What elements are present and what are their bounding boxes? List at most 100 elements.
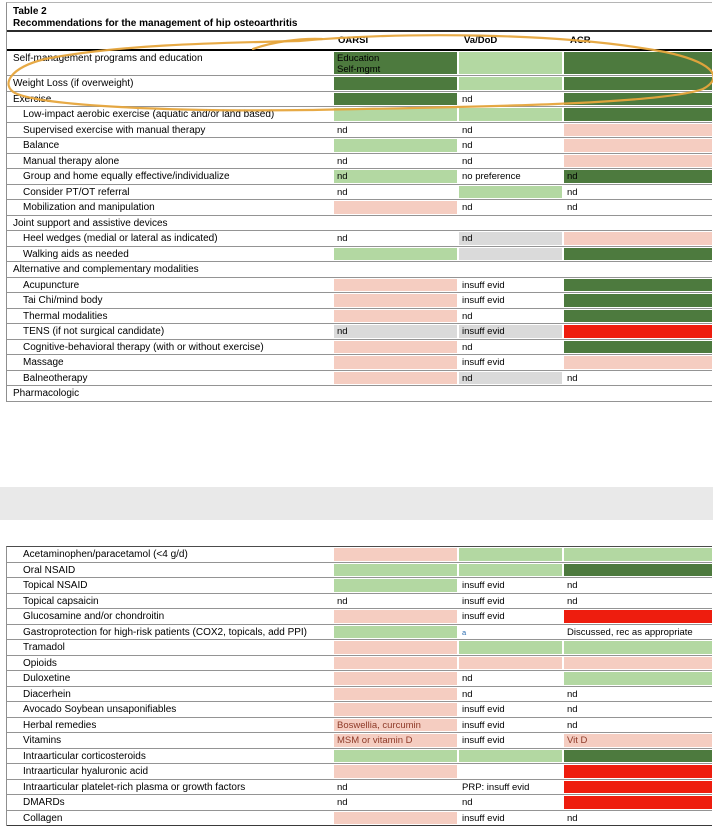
row-label: Consider PT/OT referral <box>23 186 130 198</box>
cell-vadod <box>459 247 562 260</box>
cell-oarsi <box>334 108 457 121</box>
row-label: Diacerhein <box>23 688 71 700</box>
column-header-row: OARSI Va/DoD ACR <box>7 32 712 51</box>
cell-acr <box>564 765 712 778</box>
cell-oarsi <box>334 749 457 762</box>
row-label: Walking aids as needed <box>23 248 129 260</box>
row-label: Herbal remedies <box>23 719 97 731</box>
cell-vadod: insuff evid <box>462 704 505 715</box>
section-row: Joint support and assistive devices <box>7 215 712 231</box>
cell-acr <box>564 278 712 291</box>
cell-vadod <box>459 217 562 230</box>
cell-oarsi <box>334 201 457 214</box>
table-row: Tai Chi/mind body insuff evid <box>7 293 712 309</box>
cell-oarsi: nd <box>337 124 348 136</box>
table-row: Self-management programs and education Ed… <box>7 51 712 76</box>
table-row: Intraarticular corticosteroids <box>7 748 712 764</box>
table-row: Cognitive-behavioral therapy (with or wi… <box>7 339 712 355</box>
row-label: Cognitive-behavioral therapy (with or wi… <box>23 341 264 353</box>
row-label: Thermal modalities <box>23 310 108 322</box>
cell-acr <box>564 154 712 167</box>
table-row: Balance nd <box>7 138 712 154</box>
cell-oarsi: MSM or vitamin D <box>334 734 457 747</box>
cell-acr <box>564 672 712 685</box>
row-label: Collagen <box>23 812 63 824</box>
cell-vadod: a <box>459 626 562 639</box>
cell-acr: nd <box>567 580 578 591</box>
cell-oarsi: Education Self-mgmt <box>334 52 457 74</box>
row-label: Supervised exercise with manual therapy <box>23 124 206 136</box>
cell-acr <box>564 92 712 105</box>
cell-oarsi <box>334 656 457 669</box>
cell-vadod <box>459 641 562 654</box>
cell-oarsi <box>334 672 457 685</box>
row-label: Topical NSAID <box>23 580 88 591</box>
cell-acr <box>564 108 712 121</box>
cell-acr: nd <box>567 812 578 824</box>
row-label: Alternative and complementary modalities <box>13 264 199 275</box>
table-row: Intraarticular hyaluronic acid <box>7 764 712 780</box>
cell-acr <box>564 309 712 322</box>
row-label: Avocado Soybean unsaponifiables <box>23 704 177 715</box>
cell-oarsi: nd <box>334 325 457 338</box>
row-label: Duloxetine <box>23 673 71 684</box>
cell-acr: Vit D <box>564 734 712 747</box>
row-label: Topical capsaicin <box>23 595 99 607</box>
cell-acr <box>564 217 712 230</box>
cell-acr: Discussed, rec as appropriate <box>567 626 693 638</box>
row-label: Glucosamine and/or chondroitin <box>23 611 165 622</box>
cell-oarsi <box>334 356 457 369</box>
column-header-oarsi: OARSI <box>338 35 369 46</box>
cell-oarsi <box>334 92 457 105</box>
cell-vadod: nd <box>462 140 473 151</box>
cell-acr <box>564 749 712 762</box>
table-row: DMARDs nd nd <box>7 795 712 811</box>
cell-acr: nd <box>567 372 578 384</box>
cell-acr <box>564 232 712 245</box>
table-row: Mobilization and manipulation nd nd <box>7 200 712 216</box>
cell-oarsi <box>334 765 457 778</box>
cell-oarsi <box>334 548 457 561</box>
cell-vadod: nd <box>462 341 473 353</box>
row-label: Intraarticular platelet-rich plasma or g… <box>23 781 246 793</box>
row-label: Tramadol <box>23 642 65 653</box>
cell-acr <box>564 340 712 353</box>
table-row: Acupuncture insuff evid <box>7 277 712 293</box>
cell-vadod <box>459 765 562 778</box>
row-label: Balance <box>23 140 60 151</box>
bottom-table-rows: Acetaminophen/paracetamol (<4 g/d) Oral N… <box>7 547 712 826</box>
cell-vadod: nd <box>462 310 473 322</box>
cell-oarsi: nd <box>337 233 348 244</box>
row-label: Weight Loss (if overweight) <box>13 78 134 89</box>
table-row: Topical NSAID insuff evid nd <box>7 578 712 594</box>
cell-vadod <box>459 387 562 400</box>
footnote-marker: a <box>462 627 467 637</box>
cell-vadod: nd <box>462 124 473 136</box>
section-row: Pharmacologic <box>7 386 712 402</box>
page-gap-band <box>0 487 713 520</box>
cell-acr: nd <box>567 688 578 700</box>
cell-vadod <box>459 77 562 90</box>
cell-acr <box>564 610 712 623</box>
cell-vadod <box>459 263 562 276</box>
table-row: Balneotherapy nd nd <box>7 370 712 386</box>
cell-oarsi: nd <box>337 595 348 607</box>
cell-acr: nd <box>567 202 578 213</box>
cell-oarsi <box>334 340 457 353</box>
table-row: Heel wedges (medial or lateral as indica… <box>7 231 712 247</box>
row-label: Self-management programs and education <box>13 53 203 64</box>
cell-oarsi <box>334 387 457 400</box>
row-label: Acupuncture <box>23 279 80 291</box>
cell-acr: nd <box>567 704 578 715</box>
table-row: Duloxetine nd <box>7 671 712 687</box>
cell-oarsi <box>334 278 457 291</box>
cell-vadod: insuff evid <box>459 325 562 338</box>
cell-vadod <box>459 548 562 561</box>
table-row: Tramadol <box>7 640 712 656</box>
cell-vadod: insuff evid <box>462 279 505 291</box>
cell-vadod <box>459 563 562 576</box>
table-row: Vitamins MSM or vitamin D insuff evid Vit D <box>7 733 712 749</box>
cell-oarsi: nd <box>334 170 457 183</box>
table-row: Manual therapy alone nd nd <box>7 153 712 169</box>
table-number: Table 2 <box>13 6 47 17</box>
